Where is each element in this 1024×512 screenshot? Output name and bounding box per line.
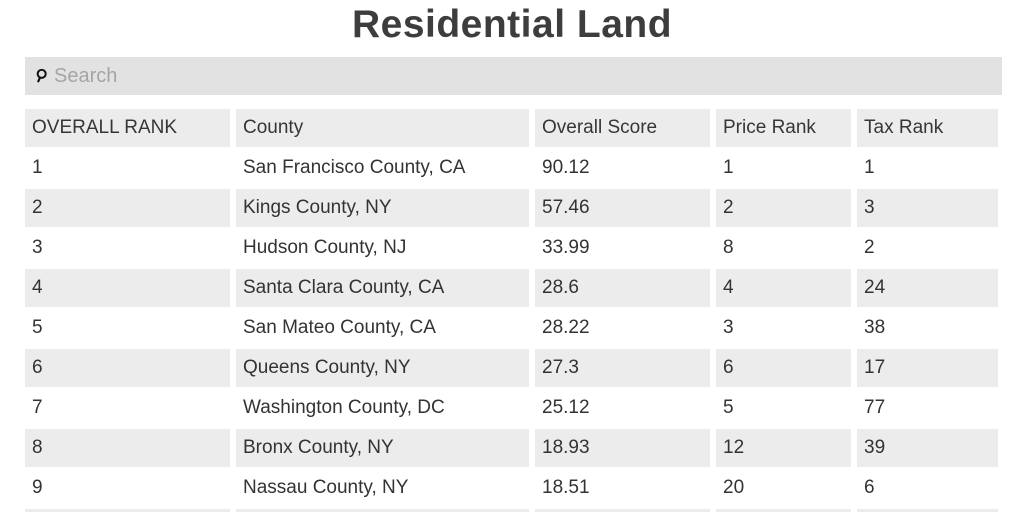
column-header-county[interactable]: County: [236, 109, 529, 147]
cell-overall-score: 27.3: [535, 349, 710, 387]
cell-price-rank: 20: [723, 477, 745, 498]
table-row[interactable]: 7 Washington County, DC 25.12 5 77: [25, 389, 998, 427]
cell-overall-rank: 7: [32, 397, 43, 418]
cell-overall-rank: 3: [32, 237, 43, 258]
cell-tax-rank: 1: [864, 157, 875, 178]
table-row[interactable]: 4 Santa Clara County, CA 28.6 4 24: [25, 269, 998, 307]
cell-tax-rank: 6: [864, 477, 875, 498]
cell-overall-rank: 9: [32, 477, 43, 498]
cell-tax-rank: 2: [864, 237, 875, 258]
cell-county: Hudson County, NJ: [243, 237, 407, 258]
table-row[interactable]: 8 Bronx County, NY 18.93 12 39: [25, 429, 998, 467]
cell-overall-score: 25.12: [542, 397, 590, 418]
cell-tax-rank: 77: [864, 397, 886, 418]
table-row[interactable]: 2 Kings County, NY 57.46 2 3: [25, 189, 998, 227]
cell-overall-score: 90.12: [542, 157, 590, 178]
column-header-overall-score[interactable]: Overall Score: [535, 109, 710, 147]
cell-overall-score: 18.51: [542, 477, 590, 498]
cell-county: Kings County, NY: [236, 189, 529, 227]
cell-tax-rank: 3: [857, 189, 998, 227]
cell-county: Santa Clara County, CA: [236, 269, 529, 307]
cell-overall-rank: 4: [25, 269, 230, 307]
cell-price-rank: 6: [716, 349, 851, 387]
cell-county: Washington County, DC: [243, 397, 445, 418]
cell-tax-rank: 38: [864, 317, 886, 338]
cell-overall-score: 18.93: [535, 429, 710, 467]
cell-overall-score: 28.6: [535, 269, 710, 307]
cell-overall-rank: 5: [32, 317, 43, 338]
cell-overall-rank: 1: [32, 157, 43, 178]
cell-county: San Mateo County, CA: [243, 317, 436, 338]
cell-overall-score: 33.99: [542, 237, 590, 258]
cell-price-rank: 4: [716, 269, 851, 307]
cell-price-rank: 3: [723, 317, 734, 338]
search-input[interactable]: [54, 57, 1002, 95]
cell-overall-rank: 6: [25, 349, 230, 387]
search-bar: [25, 57, 1002, 95]
table-header-row: OVERALL RANK County Overall Score Price …: [25, 109, 998, 147]
table-row[interactable]: 1 San Francisco County, CA 90.12 1 1: [25, 149, 998, 187]
cell-overall-rank: 2: [25, 189, 230, 227]
cell-price-rank: 1: [723, 157, 734, 178]
cell-overall-score: 28.22: [542, 317, 590, 338]
cell-tax-rank: 17: [857, 349, 998, 387]
cell-price-rank: 5: [723, 397, 734, 418]
cell-overall-score: 57.46: [535, 189, 710, 227]
cell-tax-rank: 39: [857, 429, 998, 467]
cell-county: Bronx County, NY: [236, 429, 529, 467]
table-row[interactable]: 9 Nassau County, NY 18.51 20 6: [25, 469, 998, 507]
page-title: Residential Land: [351, 3, 673, 46]
cell-county: San Francisco County, CA: [243, 157, 466, 178]
table-row[interactable]: 5 San Mateo County, CA 28.22 3 38: [25, 309, 998, 347]
column-header-price-rank[interactable]: Price Rank: [716, 109, 851, 147]
table-row-partial[interactable]: [25, 509, 998, 512]
table-row[interactable]: 3 Hudson County, NJ 33.99 8 2: [25, 229, 998, 267]
cell-county: Queens County, NY: [236, 349, 529, 387]
rankings-table: OVERALL RANK County Overall Score Price …: [25, 109, 998, 512]
column-header-overall-rank[interactable]: OVERALL RANK: [25, 109, 230, 147]
cell-tax-rank: 24: [857, 269, 998, 307]
cell-price-rank: 8: [723, 237, 734, 258]
cell-county: Nassau County, NY: [243, 477, 409, 498]
cell-price-rank: 12: [716, 429, 851, 467]
column-header-tax-rank[interactable]: Tax Rank: [857, 109, 998, 147]
cell-overall-rank: 8: [25, 429, 230, 467]
table-body: 1 San Francisco County, CA 90.12 1 1 2 K…: [25, 149, 998, 507]
search-icon: [34, 68, 49, 84]
table-row[interactable]: 6 Queens County, NY 27.3 6 17: [25, 349, 998, 387]
cell-price-rank: 2: [716, 189, 851, 227]
